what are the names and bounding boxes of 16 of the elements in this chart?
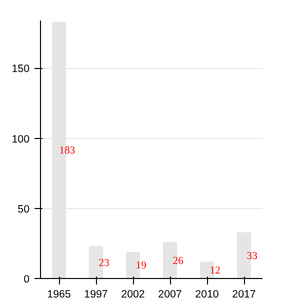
x-tick-label: 1997	[84, 288, 108, 300]
data-label: 26	[172, 256, 184, 267]
y-tick-label: 150	[12, 63, 30, 76]
y-tick-label: 0	[24, 274, 30, 286]
data-label: 183	[59, 146, 76, 157]
x-tick-label: 2002	[121, 288, 145, 300]
y-tick-label: 50	[18, 203, 30, 216]
data-label: 19	[136, 260, 146, 272]
x-tick-label: 2010	[195, 288, 219, 300]
data-label: 12	[210, 266, 220, 277]
data-label: 33	[246, 250, 258, 262]
x-tick-label: 1965	[47, 288, 71, 300]
y-tick-label: 100	[12, 133, 30, 146]
x-tick-label: 2007	[158, 288, 182, 300]
data-label: 23	[98, 258, 110, 269]
x-tick-label: 2017	[232, 288, 256, 300]
